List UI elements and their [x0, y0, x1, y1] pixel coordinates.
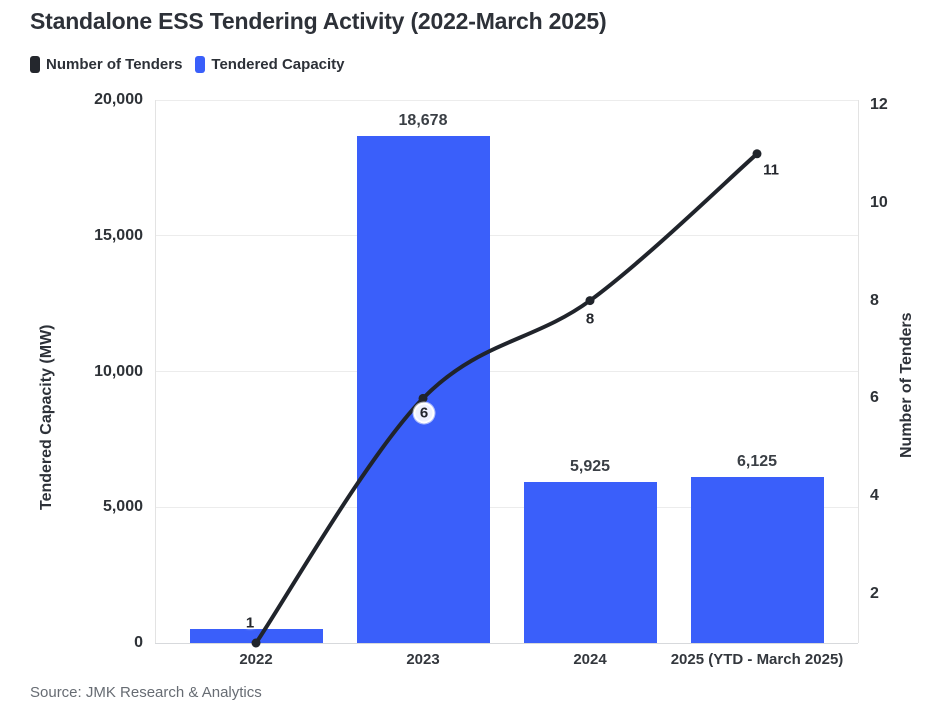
legend-item-tenders: Number of Tenders [30, 56, 182, 73]
right-axis-tick: 8 [870, 291, 879, 309]
legend-label-tenders: Number of Tenders [46, 56, 183, 73]
line-point [585, 296, 595, 306]
gridline [155, 99, 858, 101]
left-axis-tick: 15,000 [94, 226, 143, 244]
x-axis-label: 2022 [239, 651, 273, 668]
right-axis-tick: 2 [870, 585, 879, 603]
bar-value-label: 5,925 [569, 458, 611, 476]
line-point-label: 11 [763, 161, 779, 179]
tenders-legend-swatch-icon [30, 56, 40, 73]
line-point-label: 1 [245, 614, 255, 632]
bar-value-label: 18,678 [398, 111, 448, 129]
capacity-legend-swatch-icon [195, 56, 206, 73]
bar-2023 [356, 135, 490, 643]
tenders-line [254, 151, 759, 645]
source-note: Source: JMK Research & Analytics [30, 684, 262, 701]
bar-value-label: 6,125 [736, 452, 778, 470]
legend-item-capacity: Tendered Capacity [195, 56, 345, 73]
bar-2024 [523, 482, 657, 643]
left-axis-tick: 20,000 [94, 91, 143, 108]
right-axis-tick: 10 [870, 193, 888, 211]
line-point [752, 149, 762, 159]
left-axis-title: Tendered Capacity (MW) [38, 324, 55, 511]
right-axis-tick: 4 [870, 487, 879, 505]
left-axis-tick: 5,000 [102, 498, 143, 516]
legend: Number of Tenders Tendered Capacity [30, 56, 345, 73]
gridline [155, 371, 858, 372]
left-axis-tick: 0 [134, 634, 143, 651]
chart-title: Standalone ESS Tendering Activity (2022-… [30, 8, 607, 34]
right-axis-tick: 6 [870, 389, 879, 407]
right-axis-line [858, 100, 859, 643]
gridline [155, 235, 858, 237]
right-axis-title: Number of Tenders [898, 312, 915, 459]
x-axis-label: 2023 [406, 651, 440, 668]
right-axis-tick: 12 [870, 95, 888, 113]
left-axis-line [155, 100, 156, 643]
x-axis-label: 2025 (YTD - March 2025) [670, 651, 844, 668]
x-axis-label: 2024 [573, 651, 607, 668]
line-point-label: 8 [585, 310, 595, 328]
bar-2022 [189, 629, 323, 643]
legend-label-capacity: Tendered Capacity [211, 56, 345, 73]
bar-2025 [690, 476, 824, 643]
left-axis-tick: 10,000 [94, 362, 143, 380]
line-point-label: 6 [413, 402, 435, 424]
